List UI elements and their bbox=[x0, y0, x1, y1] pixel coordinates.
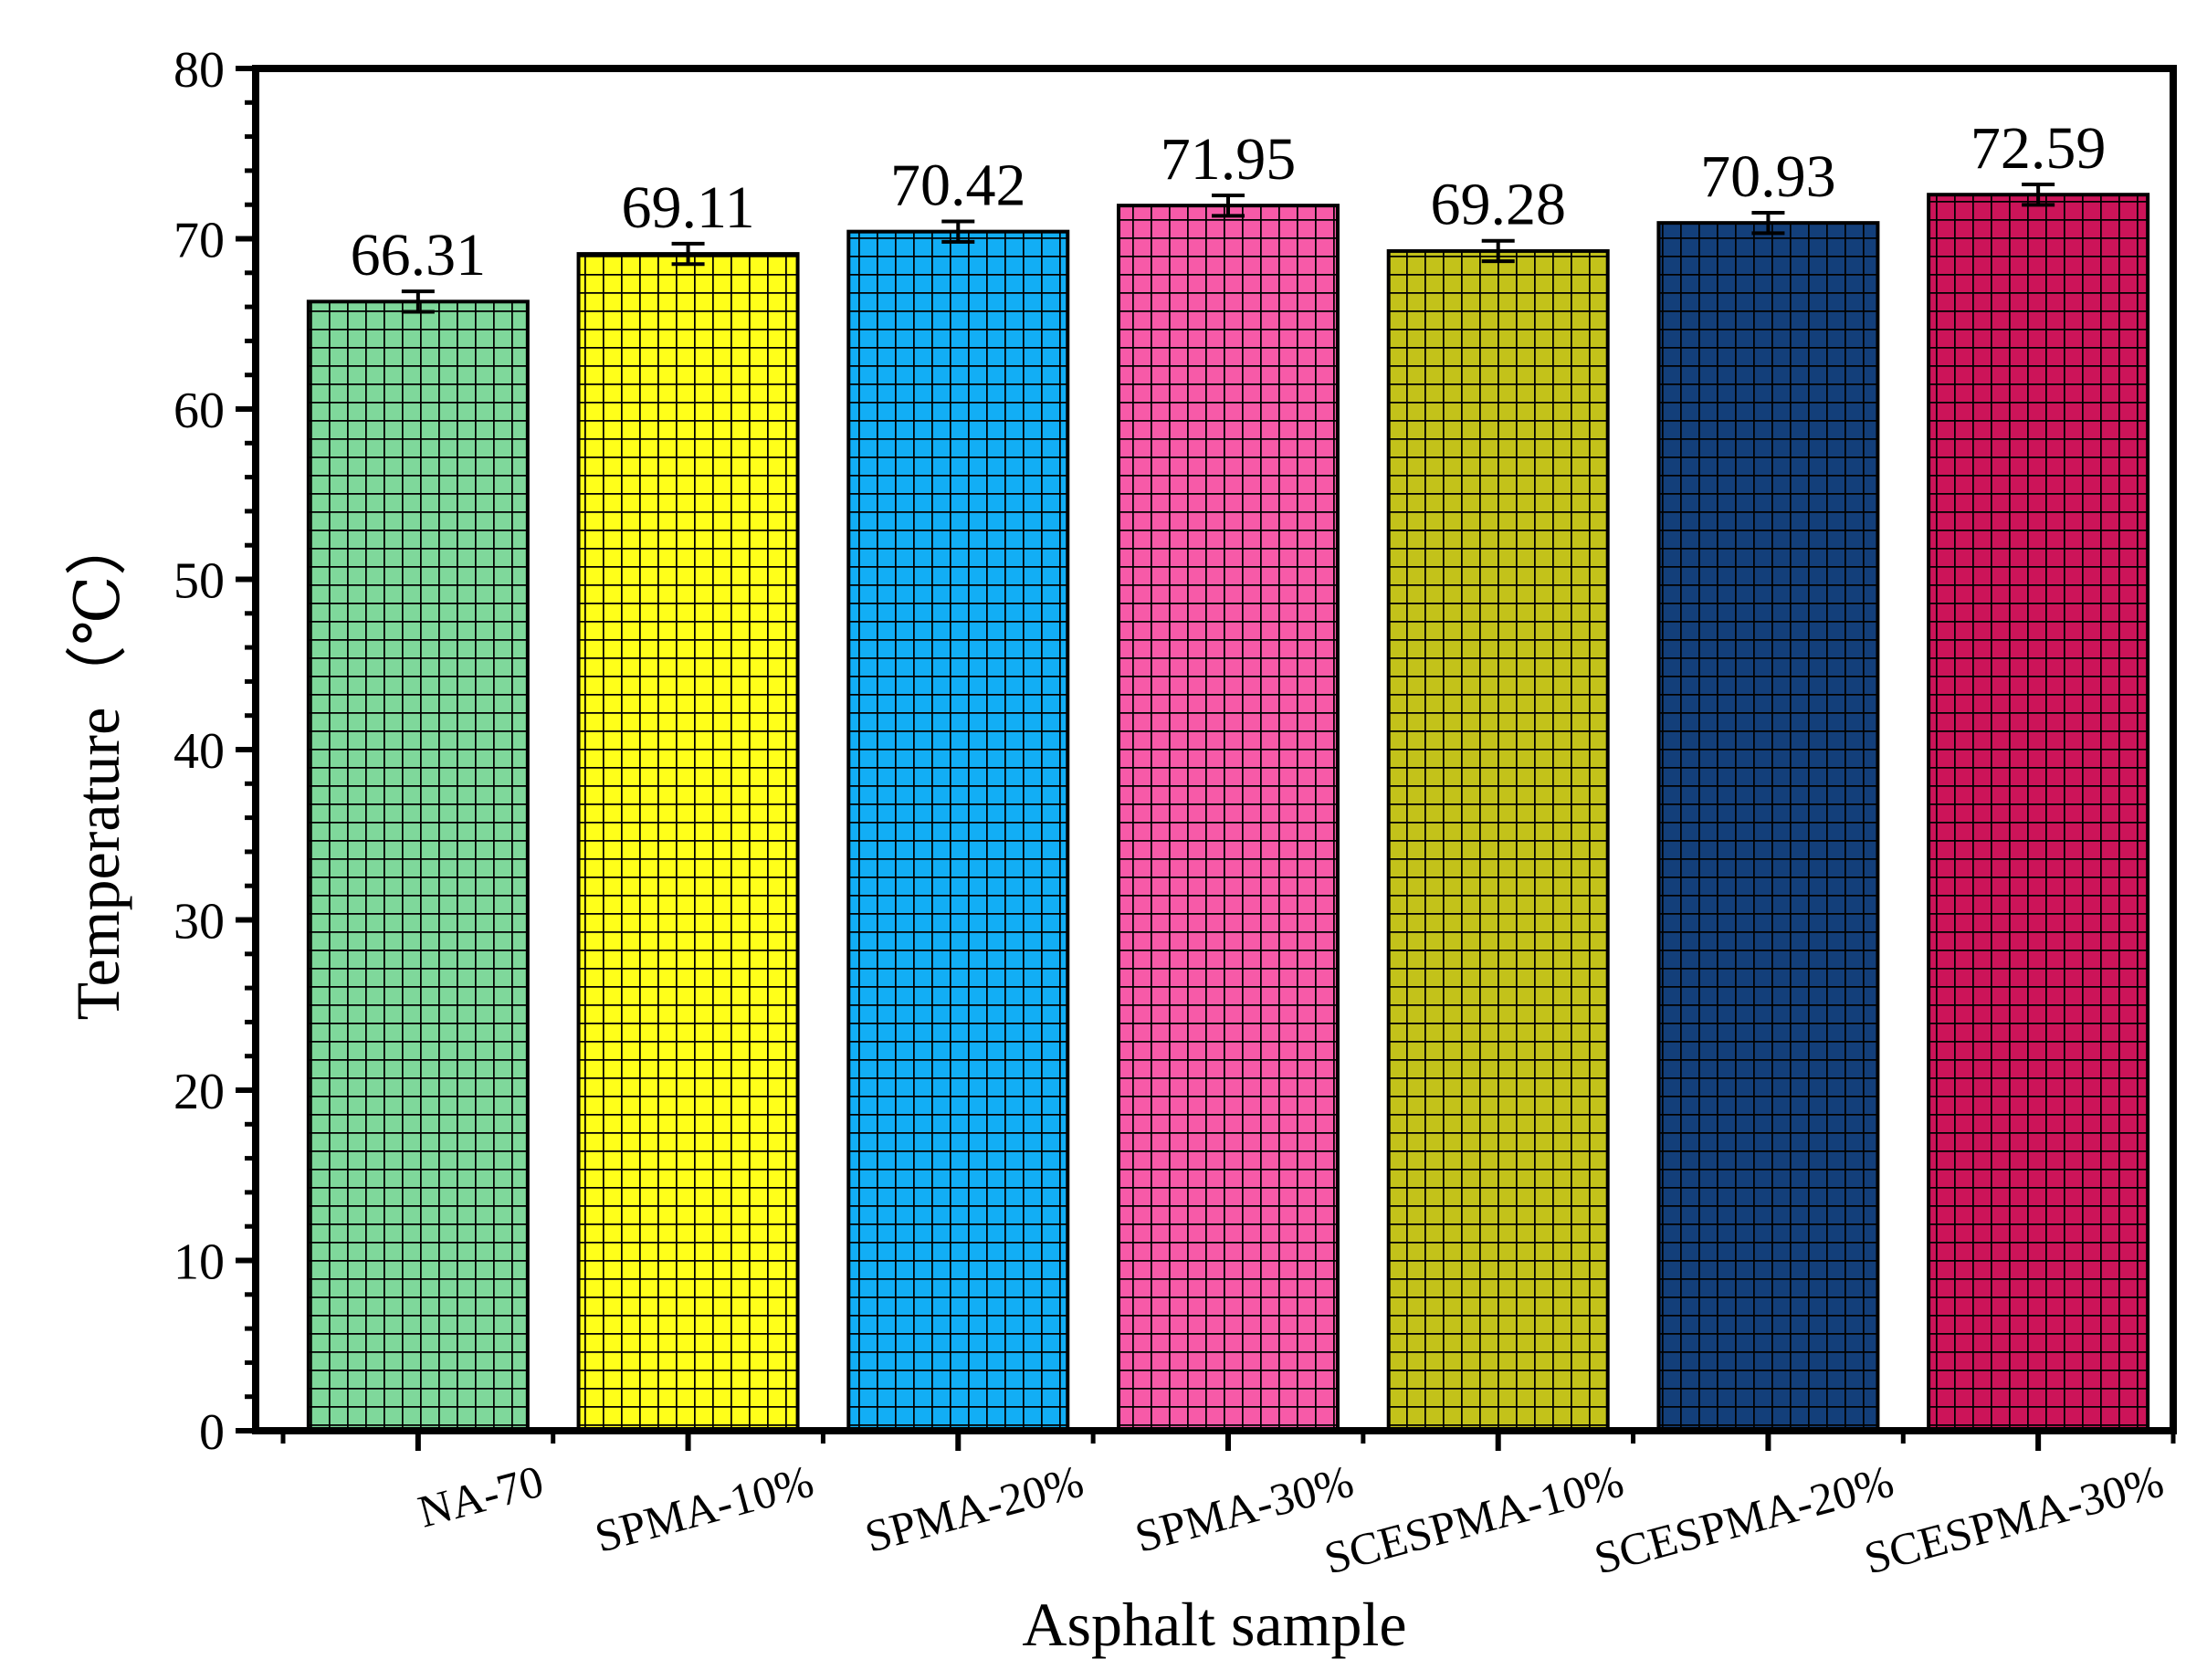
y-tick-label: 30 bbox=[173, 894, 225, 950]
y-tick-label: 60 bbox=[173, 383, 225, 439]
bar-SPMA-20% bbox=[846, 229, 1070, 1433]
bar-SCESPMA-30% bbox=[1927, 193, 2150, 1433]
error-bars-layer bbox=[401, 183, 2055, 314]
x-tick-label: SCESPMA-30% bbox=[1859, 1455, 2169, 1584]
value-label-SPMA-30%: 71.95 bbox=[1161, 126, 1297, 193]
x-tick-label: NA-70 bbox=[413, 1455, 549, 1538]
error-bar-NA-70 bbox=[401, 289, 435, 314]
x-ticks-layer: NA-70 SPMA-10% SPMA-20% SPMA-30%SCESPMA-10%… bbox=[280, 1431, 2176, 1584]
bar-NA-70 bbox=[306, 299, 530, 1433]
y-tick-label: 20 bbox=[173, 1064, 225, 1120]
value-label-SCESPMA-10%: 69.28 bbox=[1430, 172, 1566, 238]
y-tick-label: 0 bbox=[199, 1404, 225, 1461]
error-bar-SPMA-30% bbox=[1212, 193, 1245, 218]
y-tick-label: 70 bbox=[173, 213, 225, 269]
value-label-SPMA-20%: 70.42 bbox=[890, 152, 1026, 218]
error-bar-SPMA-20% bbox=[941, 219, 975, 244]
value-label-SCESPMA-30%: 72.59 bbox=[1971, 115, 2107, 182]
error-bar-SPMA-10% bbox=[671, 241, 705, 267]
value-label-SPMA-10%: 69.11 bbox=[622, 174, 755, 241]
x-tick-label: SCESPMA-10% bbox=[1319, 1455, 1628, 1584]
bars-layer bbox=[306, 193, 2150, 1433]
y-tick-label: 50 bbox=[173, 553, 225, 610]
y-axis-label: Temperature（℃） bbox=[63, 514, 132, 1021]
error-bar-SCESPMA-30% bbox=[2022, 183, 2055, 207]
y-tick-label: 40 bbox=[173, 723, 225, 780]
error-bar-SCESPMA-10% bbox=[1481, 238, 1515, 264]
x-tick-label: SPMA-20% bbox=[859, 1455, 1088, 1562]
error-bar-SCESPMA-20% bbox=[1751, 210, 1785, 236]
y-tick-label: 10 bbox=[173, 1234, 225, 1291]
y-tick-label: 80 bbox=[173, 42, 225, 99]
x-axis-label: Asphalt sample bbox=[1022, 1590, 1406, 1659]
x-tick-label: SCESPMA-20% bbox=[1589, 1455, 1898, 1584]
value-label-NA-70: 66.31 bbox=[351, 222, 487, 289]
bar-SPMA-10% bbox=[576, 252, 800, 1433]
value-labels-layer: 66.31 69.11 70.42 71.95 69.28 70.93 72.59 bbox=[351, 115, 2107, 289]
x-tick-label: SPMA-10% bbox=[590, 1455, 819, 1562]
value-label-SCESPMA-20%: 70.93 bbox=[1700, 143, 1836, 210]
y-ticks-layer: 0 10 20 30 40 50 60 70 80 bbox=[173, 42, 256, 1461]
bar-SCESPMA-20% bbox=[1656, 221, 1880, 1433]
bar-SCESPMA-10% bbox=[1386, 248, 1610, 1433]
bar-SPMA-30% bbox=[1117, 204, 1340, 1433]
